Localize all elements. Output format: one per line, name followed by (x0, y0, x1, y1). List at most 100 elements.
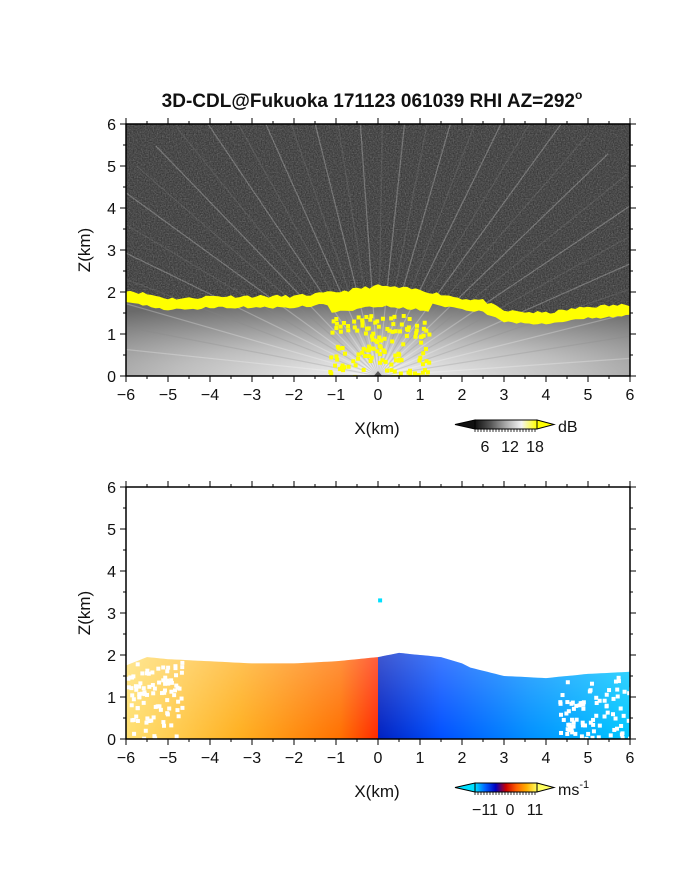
data-gap-pixel (560, 693, 565, 698)
data-gap-pixel (139, 691, 144, 696)
data-gap-pixel (131, 697, 136, 702)
data-gap-pixel (558, 712, 563, 717)
beam-ray (377, 124, 476, 376)
data-gap-pixel (174, 673, 179, 678)
data-gap-pixel (566, 709, 571, 714)
saturated-pixel (383, 359, 388, 364)
x-tick-label: −5 (159, 750, 177, 767)
saturated-pixel (380, 358, 385, 363)
saturated-pixel (423, 347, 428, 352)
data-gap-pixel (569, 728, 574, 733)
beam-ray (377, 124, 562, 376)
x-tick-label: 2 (458, 750, 467, 767)
axes: −6 −5 −4 −3 −2 −1 0 1 2 3 4 5 6 0 1 2 3 4 5 6 (107, 117, 636, 404)
beam-ray (377, 124, 406, 376)
data-gap-pixel (611, 696, 616, 701)
data-gap-pixel (604, 692, 609, 697)
colorbar-body (474, 419, 538, 430)
saturated-pixel (338, 324, 343, 329)
x-axis-label: X(km) (354, 782, 399, 801)
data-gap-pixel (163, 675, 168, 680)
data-gap-pixel (591, 717, 596, 722)
saturated-pixel (334, 321, 339, 326)
data-gap-pixel (173, 666, 178, 671)
x-tick-label: −3 (243, 387, 261, 404)
saturated-pixel (417, 358, 422, 363)
saturated-pixel (353, 363, 358, 368)
data-gap-pixel (135, 718, 140, 723)
data-gap-pixel (174, 734, 179, 739)
saturated-pixel (356, 352, 361, 357)
saturated-pixel (356, 356, 361, 361)
colorbar-tick-label: 0 (506, 802, 515, 819)
data-gap-pixel (137, 695, 142, 700)
data-gap-pixel (566, 722, 571, 727)
data-gap-pixel (626, 718, 630, 723)
y-tick-label: 0 (107, 732, 116, 749)
data-gap-pixel (613, 679, 618, 684)
data-gap-pixel (179, 696, 184, 701)
data-gap-pixel (577, 703, 582, 708)
y-tick-label: 2 (107, 648, 116, 665)
saturated-pixel (367, 344, 372, 349)
data-gap-pixel (162, 690, 167, 695)
saturated-pixel (392, 369, 397, 374)
y-axis-label: Z(km) (75, 228, 94, 272)
x-tick-label: −6 (117, 750, 135, 767)
data-gap-pixel (145, 692, 150, 697)
colorbar-unit: dB (558, 419, 578, 436)
saturated-specks (328, 313, 432, 376)
saturated-pixel (380, 316, 385, 321)
saturated-pixel (397, 352, 402, 357)
data-gap-pixel (161, 665, 166, 670)
data-gap-pixel (567, 727, 572, 732)
radar-origin (373, 370, 383, 376)
colorbar-tick-label: −11 (472, 802, 498, 819)
data-gap-pixel (150, 683, 155, 688)
saturated-pixel (422, 320, 427, 325)
data-gap-pixel (142, 736, 147, 739)
data-gap-pixel (162, 688, 167, 693)
beam-ray (136, 165, 379, 376)
x-tick-label: −1 (327, 750, 345, 767)
data-gap-pixel (165, 712, 170, 717)
data-gap-pixel (168, 680, 173, 685)
beam-ray (337, 124, 379, 376)
saturated-pixel (379, 338, 384, 343)
data-gap-pixel (571, 706, 576, 711)
beam-ray (377, 153, 609, 376)
data-gap-pixel (174, 683, 179, 688)
data-gap-pixel (141, 700, 146, 705)
saturated-pixel (337, 367, 342, 372)
data-gap-pixel (156, 666, 161, 671)
data-gap-pixel (580, 723, 585, 728)
y-tick-label: 2 (107, 285, 116, 302)
beam-ray (126, 303, 379, 376)
data-gap-pixel (559, 730, 564, 735)
data-gap-pixel (589, 681, 594, 686)
saturated-pixel (381, 348, 386, 353)
data-gap-pixel (157, 704, 162, 709)
data-gap-pixel (604, 703, 609, 708)
data-gap-pixel (591, 729, 596, 734)
data-gap-pixel (602, 698, 607, 703)
data-gap-pixel (150, 670, 155, 675)
data-gap-pixel (611, 712, 616, 717)
data-gap-pixel (180, 660, 185, 665)
data-gap-pixel (145, 716, 150, 721)
saturated-pixel (341, 368, 346, 373)
data-gap-pixel (158, 707, 163, 712)
y-axis-label: Z(km) (75, 591, 94, 635)
data-gap-pixel (615, 694, 620, 699)
saturated-pixel (397, 358, 402, 363)
saturated-pixel (328, 369, 333, 374)
data-gap-pixel (618, 706, 623, 711)
colorbar-unit: ms-1 (558, 779, 589, 799)
data-gap-pixel (166, 681, 171, 686)
saturated-pixel (374, 338, 379, 343)
saturated-layer-top (126, 284, 630, 325)
data-gap-pixel (145, 668, 150, 673)
data-gap-pixel (137, 684, 142, 689)
